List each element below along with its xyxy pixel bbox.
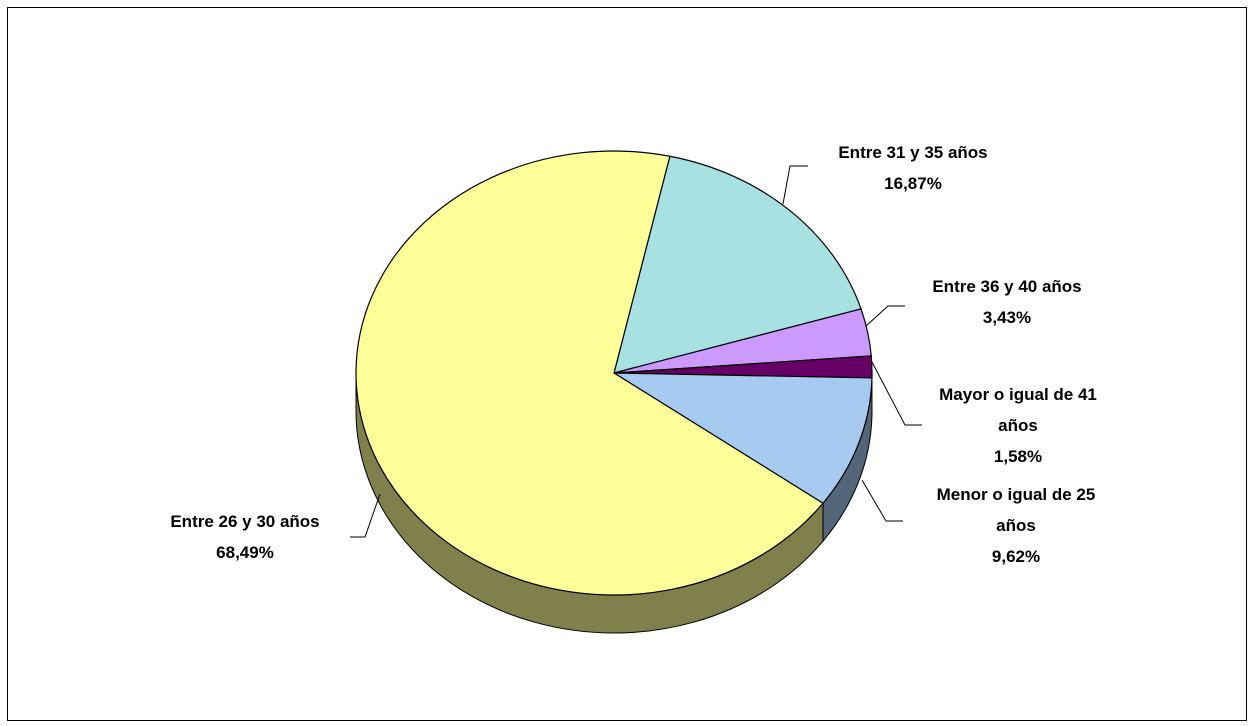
leader-line-entre-26-y-30-anos — [350, 493, 381, 538]
slice-label-entre-36-y-40-anos: Entre 36 y 40 años — [932, 277, 1081, 296]
slice-value-entre-26-y-30-anos: 68,49% — [216, 543, 274, 562]
slice-value-menor-o-igual-de-25-anos: 9,62% — [992, 547, 1040, 566]
slice-label-menor-o-igual-de-25-anos: años — [996, 516, 1036, 535]
leader-line-menor-o-igual-de-25-anos — [861, 479, 903, 522]
slice-label-menor-o-igual-de-25-anos: Menor o igual de 25 — [937, 485, 1096, 504]
slice-label-mayor-o-igual-de-41-anos: años — [998, 416, 1038, 435]
pie-slice-entre-31-y-35-anos — [613, 155, 862, 374]
leader-line-entre-31-y-35-anos — [782, 165, 808, 205]
slice-label-entre-26-y-30-anos: Entre 26 y 30 años — [170, 512, 319, 531]
slice-label-mayor-o-igual-de-41-anos: Mayor o igual de 41 — [939, 385, 1097, 404]
pie-slice-entre-26-y-30-anos — [355, 150, 824, 596]
slice-value-entre-36-y-40-anos: 3,43% — [983, 308, 1031, 327]
slice-value-entre-31-y-35-anos: 16,87% — [884, 174, 942, 193]
leader-line-mayor-o-igual-de-41-anos — [871, 361, 922, 426]
pie-slice-menor-o-igual-de-25-anos — [611, 372, 873, 504]
slice-label-entre-31-y-35-anos: Entre 31 y 35 años — [838, 143, 987, 162]
slice-value-mayor-o-igual-de-41-anos: 1,58% — [994, 447, 1042, 466]
leader-line-entre-36-y-40-anos — [865, 305, 905, 327]
